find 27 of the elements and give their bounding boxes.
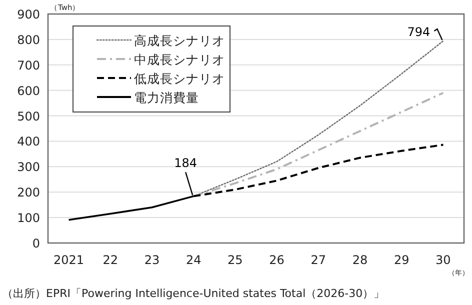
annotation: 794: [407, 24, 430, 39]
x-tick-label: 29: [394, 253, 410, 267]
x-tick-label: 27: [310, 253, 326, 267]
legend-label: 電力消費量: [134, 90, 199, 105]
legend-label: 高成長シナリオ: [134, 33, 225, 48]
y-tick-label: 0: [32, 236, 40, 250]
y-tick-label: 800: [17, 32, 40, 47]
y-tick-label: 100: [17, 211, 40, 226]
y-tick-label: 500: [17, 109, 40, 124]
y-tick-label: 600: [17, 84, 40, 98]
y-tick-label: 900: [17, 8, 40, 22]
legend-label: 低成長シナリオ: [134, 71, 225, 86]
text: （出所）EPRI「Powering Intelligence-United states Total（2026-30）」: [2, 287, 385, 300]
legend-label: 中成長シナリオ: [134, 52, 225, 67]
x-tick-label: 2021: [54, 253, 84, 267]
annotation: 184: [174, 156, 198, 170]
x-tick-label: 28: [352, 253, 368, 267]
x-tick-label: 26: [269, 253, 284, 267]
x-tick-label: 23: [144, 253, 160, 267]
y-tick-label: 400: [17, 134, 40, 149]
y-tick-label: 700: [17, 58, 40, 72]
x-tick-label: 24: [186, 253, 202, 267]
y-tick-label: 300: [17, 160, 40, 174]
y-tick-label: 200: [17, 186, 40, 200]
x-tick-label: 30: [436, 253, 451, 267]
x-tick-label: 25: [228, 253, 243, 267]
x-tick-label: 22: [102, 253, 118, 267]
